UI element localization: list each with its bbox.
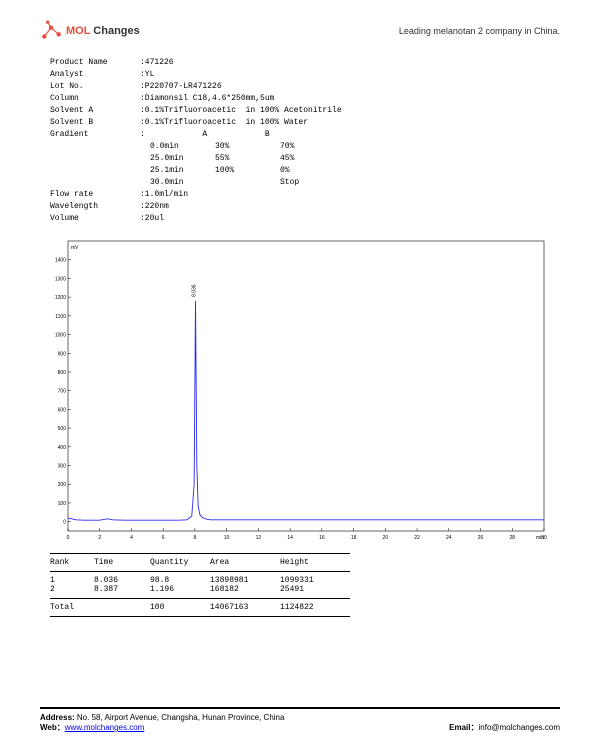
svg-text:0: 0	[67, 535, 70, 541]
table-header: Rank Time Quantity Area Height	[50, 558, 560, 567]
svg-text:8.036: 8.036	[192, 284, 198, 297]
meta-value: : A B	[140, 129, 560, 141]
svg-text:800: 800	[58, 370, 67, 376]
svg-text:26: 26	[478, 535, 484, 541]
tagline: Leading melanotan 2 company in China.	[399, 26, 560, 36]
results-table: Rank Time Quantity Area Height 1 8.036 9…	[50, 553, 560, 617]
col-height: Height	[280, 558, 340, 567]
grad-a: 30%	[215, 141, 280, 153]
svg-text:100: 100	[58, 501, 67, 507]
grad-time: 25.1min	[150, 165, 215, 177]
addr-value: No. 58, Airport Avenue, Changsha, Hunan …	[77, 713, 285, 722]
grad-a	[215, 177, 280, 189]
svg-text:200: 200	[58, 482, 67, 488]
meta-label: Volume	[50, 213, 140, 225]
meta-value: :1.0ml/min	[140, 189, 560, 201]
meta-value: :0.1%Trifluoroacetic in 100% Water	[140, 117, 560, 129]
logo-mol: MOL	[66, 25, 90, 37]
meta-label: Gradient	[50, 129, 140, 141]
svg-text:2: 2	[98, 535, 101, 541]
meta-label: Analyst	[50, 69, 140, 81]
addr-label: Address:	[40, 713, 77, 722]
table-row: 1 8.036 98.8 13898981 1099331	[50, 576, 560, 585]
footer-address: Address: No. 58, Airport Avenue, Changsh…	[40, 713, 560, 722]
logo-changes: Changes	[90, 25, 140, 37]
svg-text:4: 4	[130, 535, 133, 541]
svg-text:900: 900	[58, 351, 67, 357]
svg-text:16: 16	[319, 535, 325, 541]
meta-label: Wavelength	[50, 201, 140, 213]
svg-text:1400: 1400	[55, 258, 66, 264]
grad-time: 25.0min	[150, 153, 215, 165]
meta-value: :Diamonsil C18,4.6*250mm,5um	[140, 93, 560, 105]
grad-a: 55%	[215, 153, 280, 165]
footer: Address: No. 58, Airport Avenue, Changsh…	[40, 707, 560, 733]
meta-label: Flow rate	[50, 189, 140, 201]
svg-text:20: 20	[383, 535, 389, 541]
chromatogram-chart: 0100200300400500600700800900100011001200…	[40, 235, 550, 545]
svg-text:500: 500	[58, 426, 67, 432]
meta-value: :YL	[140, 69, 560, 81]
meta-label: Product Name	[50, 57, 140, 69]
svg-text:0: 0	[63, 520, 66, 526]
grad-time: 0.0min	[150, 141, 215, 153]
meta-value: :20ul	[140, 213, 560, 225]
email-value: info@molchanges.com	[479, 723, 561, 732]
meta-label: Solvent B	[50, 117, 140, 129]
svg-text:12: 12	[256, 535, 262, 541]
table-row: 2 8.387 1.196 168182 25491	[50, 585, 560, 594]
svg-text:1200: 1200	[55, 295, 66, 301]
header: MOL Changes Leading melanotan 2 company …	[40, 20, 560, 42]
meta-label: Lot No.	[50, 81, 140, 93]
footer-web: Web：www.molchanges.com	[40, 722, 144, 733]
col-rank: Rank	[50, 558, 94, 567]
svg-text:300: 300	[58, 464, 67, 470]
col-time: Time	[94, 558, 150, 567]
meta-value: :P220707-LR471226	[140, 81, 560, 93]
grad-a: 100%	[215, 165, 280, 177]
svg-text:1300: 1300	[55, 276, 66, 282]
col-qty: Quantity	[150, 558, 210, 567]
chromatogram-svg: 0100200300400500600700800900100011001200…	[40, 235, 550, 545]
grad-b: 0%	[280, 165, 345, 177]
email-label: Email：	[449, 723, 478, 732]
svg-text:22: 22	[414, 535, 420, 541]
svg-text:24: 24	[446, 535, 452, 541]
logo: MOL Changes	[40, 20, 140, 42]
meta-value: :471226	[140, 57, 560, 69]
meta-value: :0.1%Trifluoroacetic in 100% Acetonitril…	[140, 105, 560, 117]
table-total: Total 100 14067163 1124822	[50, 603, 560, 612]
grad-b: Stop	[280, 177, 345, 189]
svg-text:28: 28	[509, 535, 515, 541]
web-label: Web：	[40, 723, 65, 732]
logo-molecule-icon	[40, 20, 62, 42]
logo-text: MOL Changes	[66, 25, 140, 37]
meta-label: Column	[50, 93, 140, 105]
document-page: MOL Changes Leading melanotan 2 company …	[0, 0, 600, 745]
svg-text:min: min	[536, 535, 544, 541]
svg-text:8: 8	[194, 535, 197, 541]
col-area: Area	[210, 558, 280, 567]
svg-text:6: 6	[162, 535, 165, 541]
svg-text:1000: 1000	[55, 333, 66, 339]
svg-text:700: 700	[58, 389, 67, 395]
meta-block: Product Name:471226 Analyst:YL Lot No.:P…	[50, 57, 560, 225]
svg-text:18: 18	[351, 535, 357, 541]
svg-text:10: 10	[224, 535, 230, 541]
meta-label: Solvent A	[50, 105, 140, 117]
svg-text:14: 14	[287, 535, 293, 541]
gradient-table: 0.0min30%70% 25.0min55%45% 25.1min100%0%…	[150, 141, 560, 189]
grad-b: 70%	[280, 141, 345, 153]
grad-time: 30.0min	[150, 177, 215, 189]
svg-text:400: 400	[58, 445, 67, 451]
footer-email: Email：info@molchanges.com	[449, 722, 560, 733]
svg-text:1100: 1100	[55, 314, 66, 320]
svg-text:mV: mV	[71, 245, 79, 251]
svg-text:600: 600	[58, 407, 67, 413]
meta-value: :220nm	[140, 201, 560, 213]
web-link[interactable]: www.molchanges.com	[65, 723, 145, 732]
grad-b: 45%	[280, 153, 345, 165]
